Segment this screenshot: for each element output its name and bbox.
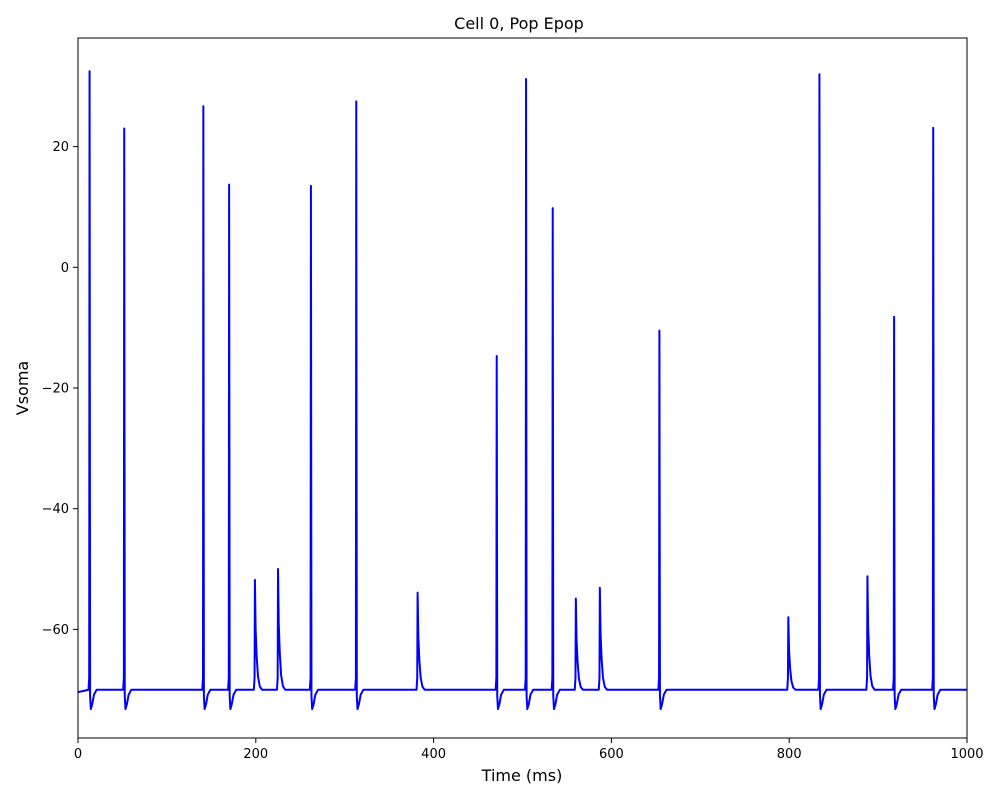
x-tick-label: 1000: [950, 747, 983, 762]
y-tick-label: −20: [42, 382, 69, 397]
plot-frame: [77, 37, 968, 739]
x-tick-label: 0: [74, 747, 82, 762]
voltage-trace-line: [77, 70, 967, 711]
y-axis-label: Vsoma: [13, 361, 32, 415]
x-tick-label: 600: [599, 747, 624, 762]
plot-area: [77, 70, 967, 711]
y-tick-label: 0: [61, 261, 69, 276]
y-axis-ticks: −60 −40 −20 0 20: [42, 140, 78, 638]
x-tick-label: 400: [421, 747, 446, 762]
y-tick-label: −40: [42, 502, 69, 517]
y-tick-label: 20: [52, 140, 69, 155]
x-tick-label: 800: [777, 747, 802, 762]
x-tick-label: 200: [243, 747, 268, 762]
chart-title: Cell 0, Pop Epop: [454, 14, 584, 33]
y-tick-label: −60: [42, 623, 69, 638]
x-axis-ticks: 0 200 400 600 800 1000: [74, 738, 984, 762]
x-axis-label: Time (ms): [481, 766, 563, 785]
